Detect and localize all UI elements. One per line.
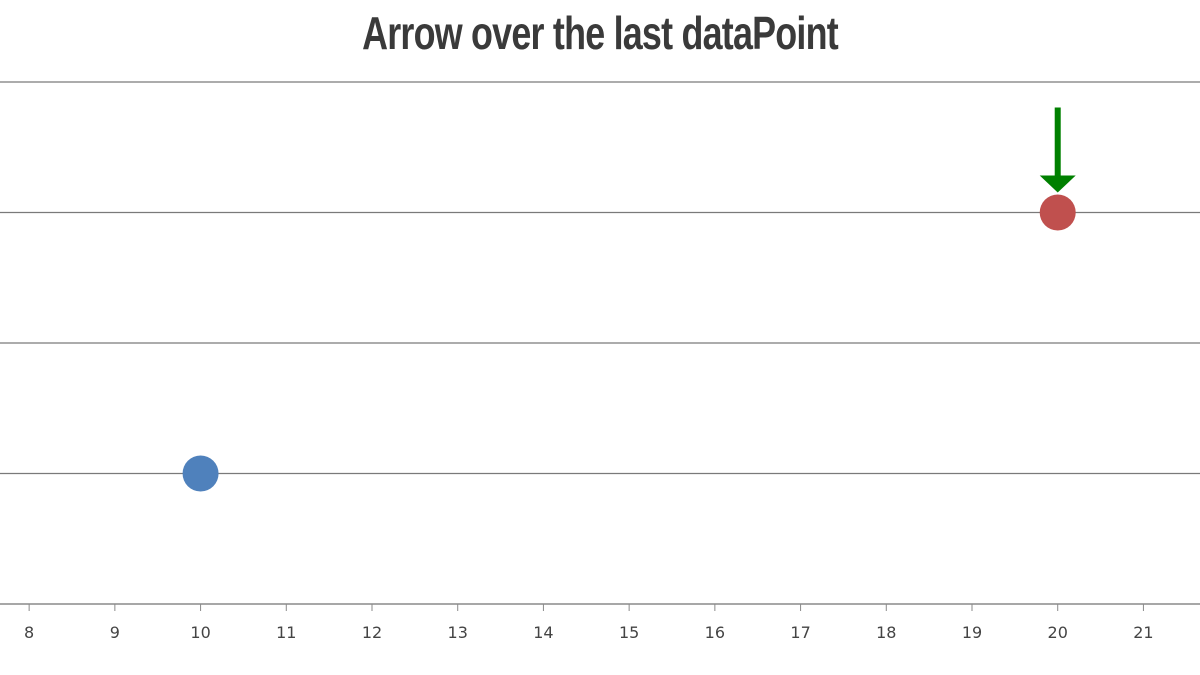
x-tick-label: 12 [362,623,382,642]
x-tick-label: 10 [190,623,210,642]
x-tick-label: 17 [790,623,810,642]
x-tick-label: 16 [705,623,725,642]
x-tick-label: 15 [619,623,639,642]
x-tick-label: 20 [1048,623,1068,642]
x-tick-label: 19 [962,623,982,642]
x-tick-label: 8 [24,623,34,642]
arrow-down-icon [1039,107,1076,193]
x-tick-label: 9 [110,623,120,642]
x-tick-label: 13 [448,623,468,642]
x-tick-label: 21 [1133,623,1153,642]
x-tick-label: 11 [276,623,296,642]
data-point [182,455,219,492]
data-point [1039,194,1076,231]
x-tick-label: 14 [533,623,553,642]
x-tick-label: 18 [876,623,896,642]
chart-title: Arrow over the last dataPoint [362,7,839,59]
